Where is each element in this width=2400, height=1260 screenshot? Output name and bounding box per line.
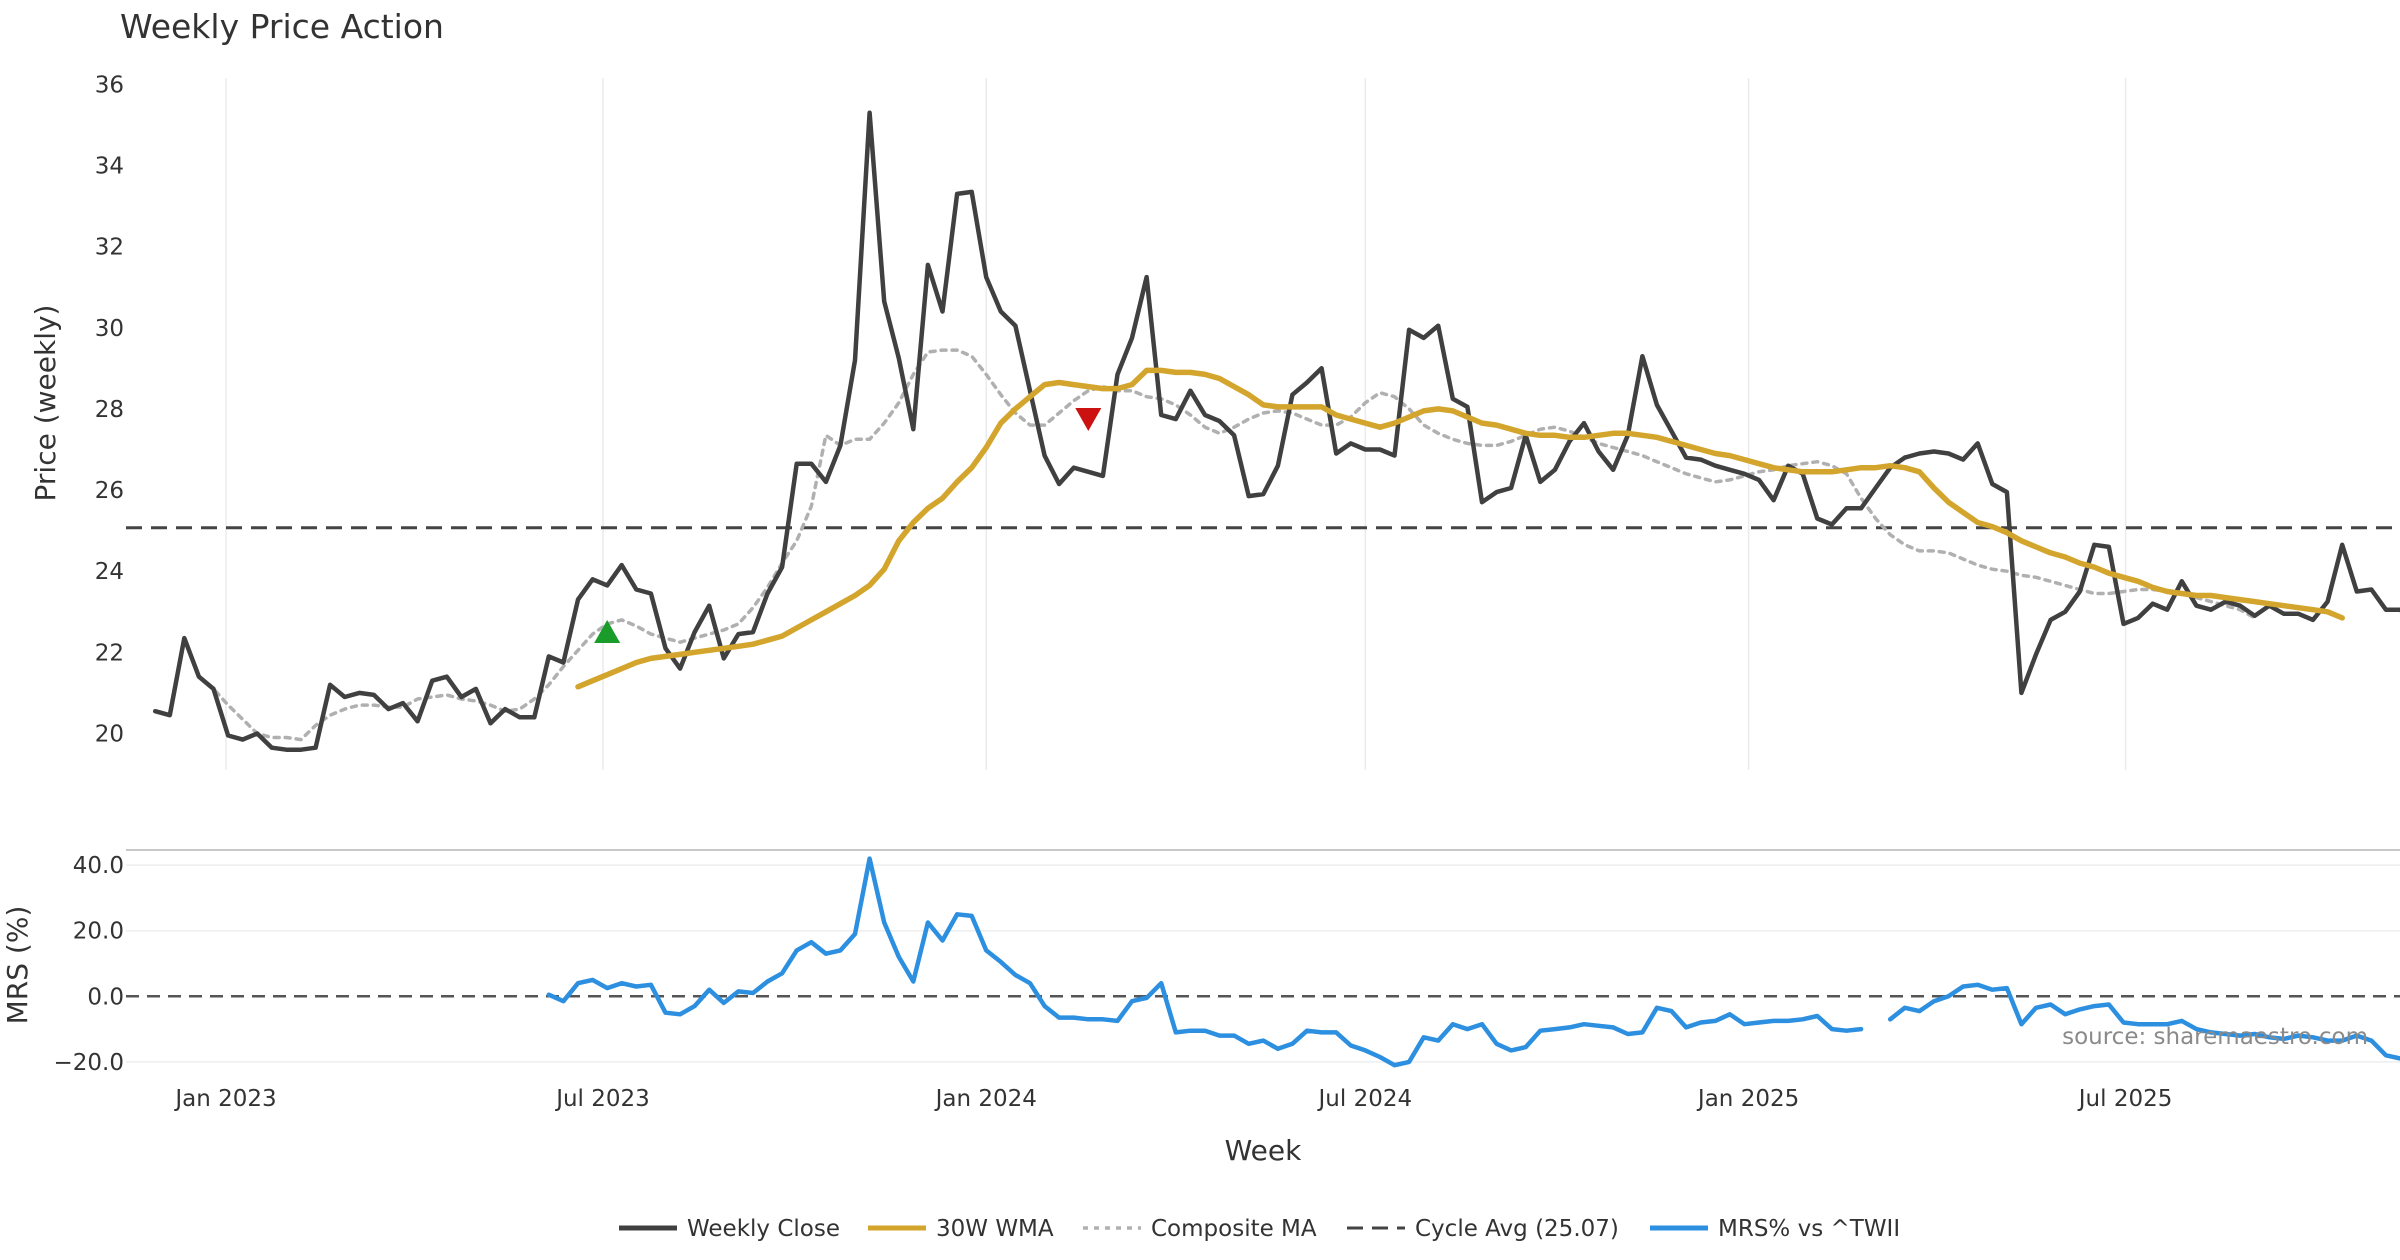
source-watermark: source: sharemaestro.com — [2062, 1024, 2368, 1050]
price-vertical-gridlines — [225, 78, 2127, 770]
legend-label: Weekly Close — [687, 1216, 840, 1242]
chart-title: Weekly Price Action — [120, 7, 444, 46]
mrs-horizontal-gridlines — [126, 864, 2400, 1063]
legend: Weekly Close 30W WMA Composite MA Cycle Avg… — [619, 1216, 1900, 1242]
x-tick-label: Jul 2023 — [554, 1086, 650, 1112]
legend-label: MRS% vs ^TWII — [1718, 1216, 1900, 1242]
wma-30w-line — [575, 367, 2345, 690]
price-y-tick-label: 24 — [95, 559, 124, 585]
price-y-tick-label: 22 — [95, 640, 124, 666]
mrs-y-tick-label: 20.0 — [73, 919, 124, 945]
legend-label: Cycle Avg (25.07) — [1415, 1216, 1619, 1242]
mrs-line — [1887, 982, 2400, 1061]
price-series-group — [152, 110, 2400, 752]
price-y-tick-label: 32 — [95, 235, 124, 261]
mrs-y-tick-label: 0.0 — [87, 984, 124, 1010]
mrs-y-axis-label: MRS (%) — [1, 906, 34, 1025]
signal-markers — [594, 408, 1102, 644]
x-tick-label: Jan 2024 — [934, 1086, 1037, 1112]
legend-label: 30W WMA — [936, 1216, 1054, 1242]
mrs-panel: 40.0 20.0 0.0 −20.0 MRS (%) source: sharema… — [1, 849, 2400, 1076]
price-y-tick-label: 30 — [95, 316, 124, 342]
price-y-tick-label: 26 — [95, 478, 124, 504]
mrs-line — [546, 856, 1864, 1068]
mrs-y-axis: 40.0 20.0 0.0 −20.0 — [54, 853, 124, 1076]
x-tick-label: Jan 2025 — [1696, 1086, 1799, 1112]
mrs-series-group — [546, 856, 2400, 1068]
buy-signal-marker — [594, 620, 621, 644]
price-y-tick-label: 20 — [95, 721, 124, 747]
price-y-axis-label: Price (weekly) — [29, 305, 62, 502]
mrs-y-tick-label: −20.0 — [54, 1050, 124, 1076]
sell-signal-marker — [1075, 408, 1102, 432]
composite-ma-line — [197, 348, 2257, 742]
price-y-axis: 20 22 24 26 28 30 32 34 36 — [95, 72, 124, 747]
price-y-tick-label: 36 — [95, 72, 124, 98]
x-axis: Jan 2023 Jul 2023 Jan 2024 Jul 2024 Jan 2025… — [173, 1086, 2172, 1112]
weekly-close-line — [152, 110, 2400, 752]
x-axis-label: Week — [1225, 1134, 1302, 1167]
price-y-tick-label: 28 — [95, 397, 124, 423]
x-tick-label: Jul 2025 — [2077, 1086, 2173, 1112]
price-y-tick-label: 34 — [95, 153, 124, 179]
x-tick-label: Jul 2024 — [1317, 1086, 1413, 1112]
price-panel: 20 22 24 26 28 30 32 34 36 Price (weekly) — [29, 72, 2400, 770]
mrs-y-tick-label: 40.0 — [73, 853, 124, 879]
x-tick-label: Jan 2023 — [173, 1086, 276, 1112]
legend-label: Composite MA — [1151, 1216, 1317, 1242]
